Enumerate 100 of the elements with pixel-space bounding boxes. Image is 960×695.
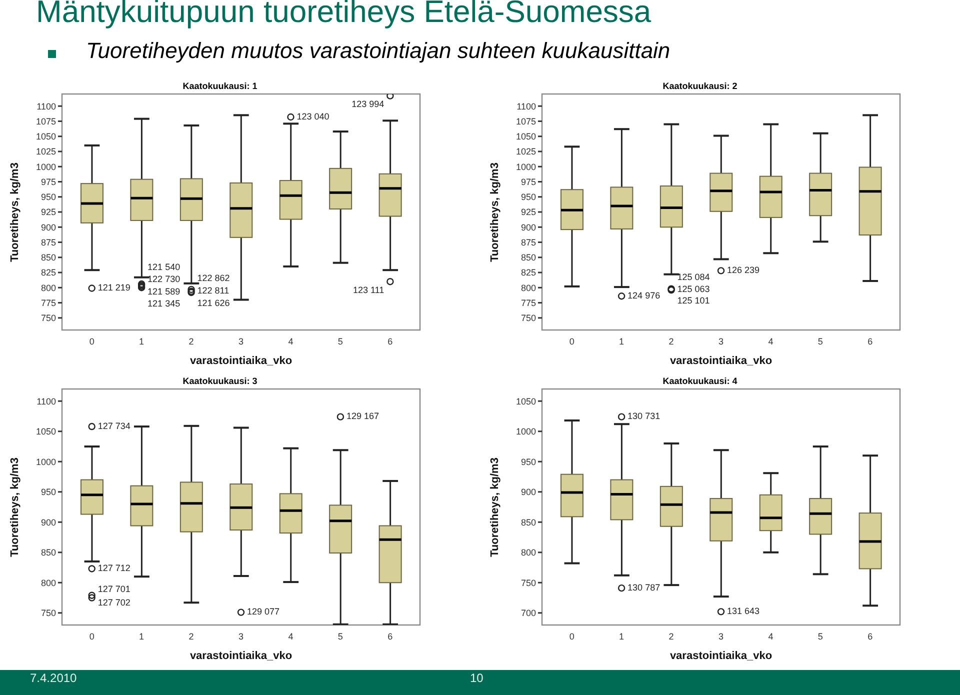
x-tick-label: 4: [768, 631, 774, 642]
y-tick-label: 925: [520, 207, 536, 218]
x-tick-label: 5: [818, 336, 823, 346]
y-tick-label: 1000: [516, 426, 536, 437]
x-tick-label: 3: [238, 631, 244, 642]
x-tick-label: 5: [338, 631, 343, 642]
y-axis-title: Tuoretiheys, kg/m3: [8, 162, 21, 262]
y-axis-title: Tuoretiheys, kg/m3: [8, 458, 21, 557]
annotation: 127 701: [98, 584, 130, 594]
y-tick-label: 850: [520, 252, 536, 263]
y-tick-label: 1100: [516, 101, 536, 112]
y-tick-label: 800: [520, 282, 536, 293]
y-tick-label: 1075: [516, 116, 536, 126]
x-tick-label: 1: [619, 631, 624, 642]
x-tick-label: 1: [139, 336, 144, 346]
y-tick-label: 750: [40, 608, 56, 618]
y-tick-label: 900: [520, 222, 536, 232]
y-tick-label: 950: [520, 192, 536, 202]
y-tick-label: 1000: [36, 456, 56, 467]
annotation: 122 730: [148, 274, 180, 284]
y-tick-label: 875: [520, 237, 536, 248]
y-tick-label: 750: [520, 313, 536, 324]
y-tick-label: 1025: [516, 146, 536, 157]
y-tick-label: 1000: [36, 162, 56, 172]
y-tick-label: 700: [520, 608, 536, 618]
y-tick-label: 775: [520, 298, 536, 308]
x-axis-title: varastointiaika_vko: [190, 650, 292, 662]
annotation: 124 976: [628, 290, 660, 300]
x-tick-label: 4: [768, 336, 774, 346]
annotation: 125 101: [677, 295, 710, 306]
annotation: 122 811: [197, 286, 230, 296]
x-tick-label: 0: [89, 631, 94, 642]
y-tick-label: 750: [40, 313, 56, 324]
y-tick-label: 825: [520, 268, 536, 278]
x-axis-title: varastointiaika_vko: [670, 355, 772, 367]
x-axis-title: varastointiaika_vko: [670, 650, 772, 662]
x-tick-label: 0: [89, 336, 94, 346]
x-tick-label: 4: [288, 336, 294, 346]
text: 7.4.2010: [30, 671, 77, 685]
y-tick-label: 950: [40, 192, 56, 202]
y-tick-label: 850: [520, 517, 536, 528]
annotation: 121 345: [148, 298, 180, 309]
x-tick-label: 1: [619, 336, 624, 346]
y-tick-label: 975: [40, 176, 56, 187]
x-tick-label: 5: [818, 631, 823, 642]
y-tick-label: 950: [40, 487, 56, 498]
x-tick-label: 1: [139, 631, 144, 642]
annotation: 127 712: [98, 563, 130, 574]
x-tick-label: 6: [388, 631, 393, 642]
y-tick-label: 1050: [516, 132, 536, 142]
y-tick-label: 900: [520, 487, 536, 498]
x-tick-label: 6: [868, 336, 873, 346]
y-tick-label: 925: [40, 207, 56, 218]
annotation: 127 734: [98, 420, 130, 431]
y-axis-title: Tuoretiheys, kg/m3: [488, 458, 501, 557]
y-tick-label: 1050: [516, 396, 536, 406]
y-tick-label: 900: [40, 517, 56, 528]
x-tick-label: 5: [338, 336, 343, 346]
annotation: 126 239: [727, 265, 760, 276]
annotation: 129 077: [247, 606, 280, 617]
y-tick-label: 825: [40, 268, 56, 278]
y-tick-label: 800: [40, 282, 56, 293]
y-tick-label: 750: [520, 578, 536, 588]
chart-title: Kaatokuukausi: 1: [182, 80, 258, 92]
x-tick-label: 2: [188, 631, 194, 642]
x-tick-label: 2: [668, 336, 674, 346]
annotation: 131 643: [727, 606, 760, 616]
y-tick-label: 800: [520, 548, 536, 558]
annotation: 130 731: [628, 411, 660, 422]
x-tick-label: 6: [388, 336, 393, 346]
y-tick-label: 1050: [36, 426, 56, 437]
x-tick-label: 0: [569, 336, 574, 346]
annotation: 129 167: [346, 411, 379, 422]
x-tick-label: 2: [188, 336, 194, 346]
x-tick-label: 6: [868, 631, 873, 642]
y-tick-label: 975: [520, 176, 536, 187]
annotation: 130 787: [628, 582, 660, 592]
y-tick-label: 950: [520, 456, 536, 467]
annotation: 121 540: [148, 262, 180, 272]
annotation: 125 063: [677, 284, 710, 294]
annotation: 127 702: [98, 598, 130, 608]
x-axis-title: varastointiaika_vko: [190, 355, 292, 367]
y-tick-label: 1075: [36, 116, 56, 126]
y-axis-title: Tuoretiheys, kg/m3: [488, 162, 501, 262]
x-tick-label: 0: [569, 631, 574, 642]
annotation: 121 589: [148, 286, 180, 296]
x-tick-label: 3: [718, 631, 724, 642]
annotation: 123 040: [296, 111, 330, 122]
annotation: 121 219: [98, 282, 130, 293]
x-tick-label: 3: [238, 336, 244, 346]
chart-title: Kaatokuukausi: 4: [662, 375, 738, 387]
x-tick-label: 2: [668, 631, 674, 642]
text: 10: [470, 671, 484, 685]
y-tick-label: 775: [40, 298, 56, 308]
annotation: 125 084: [677, 272, 710, 282]
y-tick-label: 1000: [516, 162, 536, 172]
chart-title: Kaatokuukausi: 2: [662, 80, 738, 92]
y-tick-label: 1100: [36, 101, 56, 112]
x-tick-label: 3: [718, 336, 724, 346]
y-tick-label: 1050: [36, 132, 56, 142]
